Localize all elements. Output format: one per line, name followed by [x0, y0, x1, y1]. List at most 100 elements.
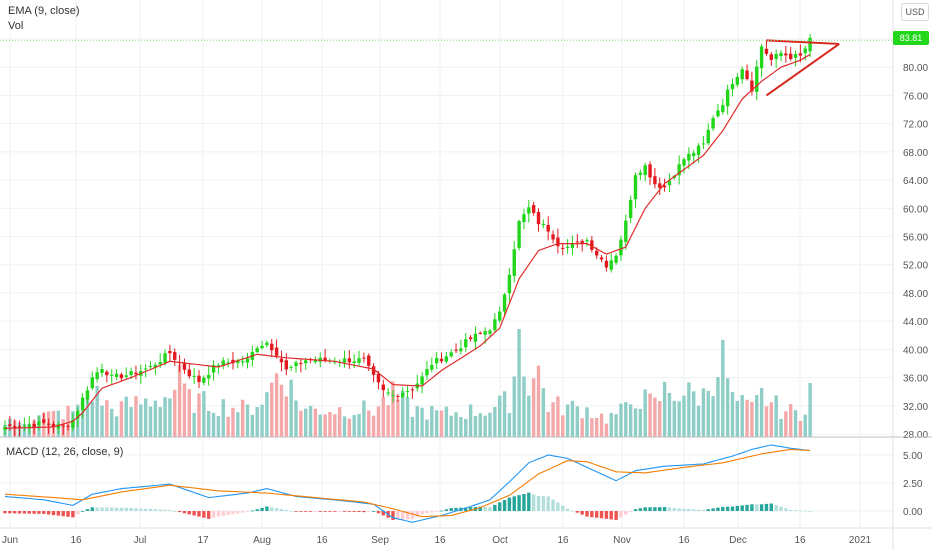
volume-bar — [42, 413, 46, 437]
macd-histogram-bar — [27, 511, 31, 514]
candle-body — [779, 52, 783, 56]
macd-histogram-bar — [420, 511, 424, 515]
macd-histogram-bar — [735, 505, 740, 511]
volume-bar — [240, 399, 245, 437]
macd-histogram-bar — [711, 508, 715, 511]
time-axis-label: Nov — [613, 535, 631, 546]
candle-body — [561, 247, 565, 249]
candle-body — [750, 80, 754, 92]
volume-bar — [784, 411, 788, 437]
candle-body — [255, 348, 259, 352]
candle-body — [585, 240, 589, 242]
candle-body — [114, 373, 119, 378]
candle-body — [66, 425, 70, 427]
candle-body — [274, 347, 279, 356]
macd-histogram-bar — [202, 511, 206, 518]
candle-body — [648, 164, 652, 178]
volume-bar — [677, 401, 681, 437]
volume-bar — [289, 379, 293, 437]
macd-histogram-bar — [71, 511, 75, 518]
macd-histogram-bar — [153, 509, 158, 511]
volume-bar — [798, 420, 803, 437]
volume-bar — [434, 410, 439, 437]
macd-histogram-bar — [163, 509, 167, 511]
volume-bar — [692, 391, 696, 437]
macd-histogram-bar — [357, 511, 361, 513]
volume-bar — [764, 406, 769, 437]
volume-bar — [177, 364, 182, 437]
macd-histogram-bar — [148, 508, 153, 511]
volume-bar — [255, 406, 259, 437]
macd-histogram-bar — [789, 509, 793, 511]
volume-bar — [687, 382, 691, 437]
candle-body — [143, 368, 148, 370]
macd-histogram-bar — [294, 511, 298, 512]
price-axis-label: 32.00 — [903, 402, 928, 413]
candle-body — [687, 153, 691, 161]
vol-legend[interactable]: Vol — [8, 20, 24, 32]
candle-body — [721, 105, 725, 113]
candle-body — [590, 240, 594, 250]
candle-body — [236, 360, 240, 364]
candle-body — [459, 348, 463, 352]
macd-histogram-bar — [614, 511, 618, 520]
volume-bar — [478, 413, 482, 437]
volume-bar — [735, 400, 740, 437]
candle-body — [221, 360, 225, 367]
candle-body — [304, 360, 308, 364]
macd-histogram-bar — [328, 511, 332, 512]
candle-body — [527, 207, 531, 214]
candle-body — [265, 342, 269, 346]
volume-bar — [561, 415, 565, 437]
candle-body — [362, 357, 366, 359]
candle-body — [313, 360, 318, 363]
triangle-drawing[interactable] — [0, 39, 893, 97]
candle-body — [653, 176, 657, 185]
macd-histogram-bar — [425, 511, 429, 514]
macd-histogram-bar — [415, 511, 419, 517]
macd-histogram-bar — [793, 510, 798, 511]
volume-bar — [711, 396, 715, 437]
macd-histogram-bar — [658, 507, 662, 511]
volume-bar — [425, 419, 429, 437]
volume-bar — [279, 384, 284, 437]
macd-histogram-bar — [187, 511, 191, 515]
candlesticks[interactable] — [3, 33, 812, 437]
macd-histogram-bar — [759, 504, 764, 511]
candle-body — [299, 363, 303, 365]
macd-histogram-bar — [250, 510, 255, 512]
volume-bar — [294, 400, 298, 437]
volume-bar — [308, 406, 313, 437]
candle-body — [119, 374, 124, 379]
macd-histogram-bar — [798, 510, 803, 512]
currency-button[interactable]: USD — [901, 3, 929, 21]
volume-bar — [197, 393, 201, 437]
candle-body — [551, 234, 555, 240]
volume-bar — [110, 408, 114, 437]
volume-bar — [599, 413, 604, 437]
candle-body — [323, 357, 327, 361]
candle-body — [643, 165, 647, 176]
volume-bar — [614, 414, 618, 437]
candle-body — [764, 48, 769, 54]
ema-legend[interactable]: EMA (9, close) — [8, 5, 80, 17]
price-axis-label: 68.00 — [903, 148, 928, 159]
volume-bar — [667, 392, 672, 437]
macd-histogram-bar — [323, 511, 327, 512]
volume-bar — [759, 387, 764, 437]
macd-histogram-bar — [672, 507, 676, 511]
candle-body — [342, 358, 347, 363]
macd-histogram-bar — [507, 497, 512, 511]
volume-bar — [410, 416, 415, 437]
volume-bar — [662, 381, 667, 437]
candle-body — [619, 239, 623, 256]
candle-body — [61, 425, 65, 427]
macd-histogram-bar — [410, 511, 415, 520]
volume-bar — [357, 413, 361, 437]
macd-legend[interactable]: MACD (12, 26, close, 9) — [6, 446, 124, 458]
volume-bar — [789, 404, 793, 437]
volume-bar — [740, 395, 744, 437]
macd-histogram-bar — [565, 508, 570, 511]
time-axis-label: Jul — [134, 535, 147, 546]
